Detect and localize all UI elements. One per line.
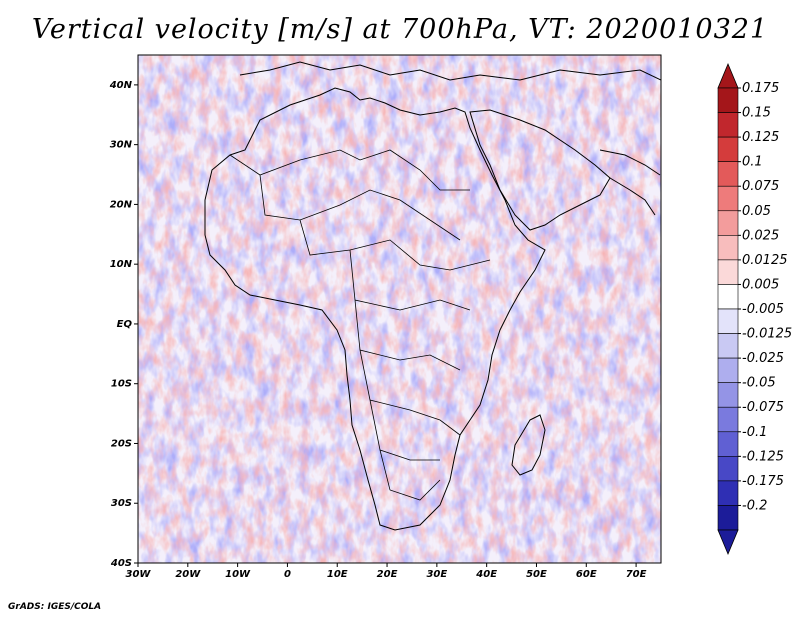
colorbar-swatch [717, 480, 739, 506]
map-field [138, 55, 661, 563]
lon-tick-label: 10W [225, 569, 251, 580]
europe-coastline [239, 61, 661, 81]
lon-tick-label: 20W [175, 569, 201, 580]
lat-tick-label: 30S [111, 498, 132, 509]
colorbar-swatch [717, 357, 739, 383]
colorbar-swatch [717, 210, 739, 236]
madagascar-coastline [511, 414, 546, 476]
colorbar-swatch [717, 161, 739, 187]
colorbar-label: 0.075 [742, 179, 779, 194]
lon-tick-label: 30E [426, 569, 447, 580]
colorbar-swatch [717, 112, 739, 138]
colorbar-swatch [717, 431, 739, 457]
colorbar-label: 0.025 [742, 228, 779, 243]
colorbar-top-arrow [717, 62, 739, 89]
colorbar-swatch [717, 333, 739, 359]
colorbar-label: 0.0125 [742, 253, 788, 268]
colorbar-label: -0.1 [742, 425, 767, 440]
colorbar-label: 0.005 [742, 277, 779, 292]
lat-tick-label: 40N [109, 80, 133, 91]
arabia-coastline [469, 109, 611, 231]
colorbar-swatch [717, 456, 739, 482]
colorbar-label: -0.075 [742, 400, 784, 415]
lat-tick-label: 20S [111, 438, 132, 449]
colorbar-label: 0.125 [742, 130, 779, 145]
colorbar-label: -0.025 [742, 351, 784, 366]
colorbar-label: 0.175 [742, 81, 779, 96]
lat-tick-label: 20N [110, 199, 133, 210]
lat-axis: 40N 30N 20N 10N EQ 10S 20S 30S 40S [109, 80, 138, 569]
colorbar-label: -0.005 [742, 302, 784, 317]
coastlines [204, 61, 661, 531]
map-frame [137, 54, 662, 564]
africa-coastline [204, 87, 546, 531]
lon-tick-label: 10E [327, 569, 348, 580]
colorbar-label: -0.05 [742, 376, 776, 391]
lon-axis: 30W 20W 10W 0 10E 20E 30E 40E 50E 60E 70E [126, 563, 647, 580]
lon-tick-label: 30W [126, 569, 152, 580]
lon-tick-label: 50E [526, 569, 547, 580]
colorbar-swatch [717, 235, 739, 261]
colorbar-label: -0.0125 [742, 327, 792, 342]
colorbar-swatch [717, 284, 739, 310]
colorbar-label: 0.1 [742, 155, 763, 170]
lon-tick-label: 60E [576, 569, 597, 580]
colorbar-label: -0.175 [742, 474, 784, 489]
colorbar-bottom-arrow [717, 529, 739, 556]
colorbar-label: -0.2 [742, 498, 767, 513]
lat-tick-label: 10S [111, 379, 132, 390]
colorbar-swatch [717, 87, 739, 113]
colorbar-swatch [717, 136, 739, 162]
colorbar-swatch [717, 259, 739, 285]
lon-tick-label: 20E [377, 569, 398, 580]
colorbar-swatch [717, 185, 739, 212]
colorbar-label: 0.15 [742, 106, 771, 121]
lat-tick-label: 30N [110, 140, 133, 151]
lat-tick-label: EQ [117, 319, 133, 330]
colorbar-swatch [717, 308, 739, 334]
lon-tick-label: 70E [626, 569, 647, 580]
colorbar-swatch [717, 505, 739, 531]
lon-tick-label: 0 [284, 569, 291, 580]
lat-tick-label: 10N [110, 259, 133, 270]
colorbar-label: 0.05 [742, 204, 771, 219]
map-title: Vertical velocity [m/s] at 700hPa, VT: 2… [31, 14, 769, 45]
colorbar: 0.175 0.15 0.125 0.1 0.075 0.05 0.025 0.0125 0.0… [717, 62, 792, 556]
footer-credit: GrADS: IGES/COLA [8, 602, 102, 612]
country-borders [229, 149, 491, 501]
lat-tick-label: 40S [110, 558, 132, 569]
lon-tick-label: 40E [475, 569, 497, 580]
colorbar-swatch [717, 406, 739, 433]
colorbar-label: -0.125 [742, 449, 784, 464]
colorbar-swatch [717, 382, 739, 408]
asia-coastline [599, 149, 661, 216]
